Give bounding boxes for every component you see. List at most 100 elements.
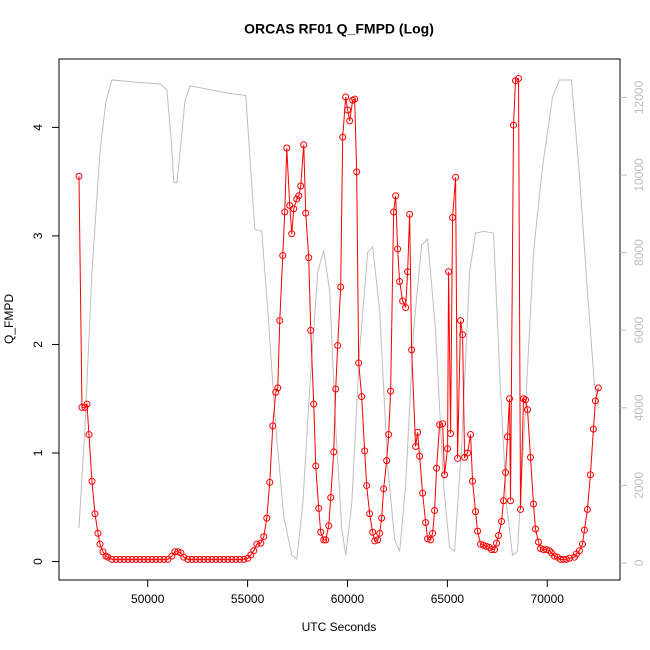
data-point <box>128 555 136 563</box>
data-point <box>429 529 437 537</box>
x-tick-label: 55000 <box>231 592 265 606</box>
data-point <box>116 555 124 563</box>
data-point <box>220 555 228 563</box>
data-point <box>184 555 192 563</box>
data-point <box>416 452 424 460</box>
data-point <box>288 230 296 238</box>
data-point <box>449 213 457 221</box>
data-point <box>295 192 303 200</box>
data-point <box>200 555 208 563</box>
data-point <box>276 317 284 325</box>
data-point <box>334 342 342 350</box>
data-point <box>502 469 510 477</box>
data-point <box>390 208 398 216</box>
data-point <box>327 494 335 502</box>
y2-tick-label: 0 <box>632 559 646 566</box>
x-tick-label: 60000 <box>331 592 365 606</box>
data-point <box>85 431 93 439</box>
data-point <box>474 527 482 535</box>
data-point <box>578 540 586 548</box>
data-point <box>281 208 289 216</box>
data-point <box>257 539 265 547</box>
data-point <box>412 442 420 450</box>
data-point <box>88 477 96 485</box>
data-point <box>445 268 453 276</box>
series-line <box>78 79 599 560</box>
data-point <box>208 555 216 563</box>
data-point <box>300 141 308 149</box>
data-point <box>250 547 258 555</box>
data-point <box>216 555 224 563</box>
data-point <box>355 359 363 367</box>
data-point <box>454 454 462 462</box>
data-point <box>91 510 99 518</box>
data-point <box>427 536 435 544</box>
data-point <box>387 387 395 395</box>
data-point <box>204 555 212 563</box>
data-point <box>480 541 488 549</box>
data-point <box>224 555 232 563</box>
data-point <box>337 283 345 291</box>
data-point <box>374 536 382 544</box>
data-point <box>433 464 441 472</box>
data-point <box>542 546 550 554</box>
data-point <box>315 504 323 512</box>
data-point <box>580 526 588 534</box>
data-point <box>353 168 361 176</box>
data-point <box>422 518 430 526</box>
data-point <box>312 462 320 470</box>
data-point <box>104 553 112 561</box>
data-point <box>236 555 244 563</box>
y-axis-label: Q_FMPD <box>2 294 16 344</box>
data-point <box>160 555 168 563</box>
y-tick-label: 1 <box>31 449 45 456</box>
data-point <box>493 539 501 547</box>
data-point <box>263 514 271 522</box>
data-point <box>269 422 277 430</box>
data-point <box>510 121 518 129</box>
data-point <box>75 172 83 180</box>
data-point <box>83 400 91 408</box>
data-point <box>414 428 422 436</box>
data-point <box>310 400 318 408</box>
data-point <box>305 254 313 262</box>
data-point <box>152 555 160 563</box>
data-point <box>232 555 240 563</box>
chart-title: ORCAS RF01 Q_FMPD (Log) <box>244 21 434 37</box>
data-point <box>447 429 455 437</box>
data-point <box>383 457 391 465</box>
data-point <box>148 555 156 563</box>
data-point <box>228 555 236 563</box>
data-point <box>369 528 377 536</box>
data-point <box>515 75 523 83</box>
y2-tick-label: 10000 <box>632 158 646 192</box>
data-point <box>272 388 280 396</box>
y2-tick-label: 2000 <box>632 472 646 499</box>
data-point <box>404 268 412 276</box>
data-point <box>156 555 164 563</box>
data-point <box>452 173 460 181</box>
data-point <box>523 406 531 414</box>
data-point <box>342 93 350 101</box>
y-tick-label: 3 <box>31 232 45 239</box>
data-point <box>500 497 508 505</box>
data-point <box>586 471 594 479</box>
data-point <box>506 395 514 403</box>
y2-tick-label: 6000 <box>632 316 646 343</box>
data-point <box>94 529 102 537</box>
data-point <box>439 420 447 428</box>
data-point <box>526 453 534 461</box>
data-point <box>96 540 104 548</box>
data-point <box>467 431 475 439</box>
data-point <box>112 555 120 563</box>
data-point <box>174 548 182 556</box>
data-point <box>253 540 261 548</box>
data-point <box>144 555 152 563</box>
data-point <box>330 448 338 456</box>
series-line <box>78 77 599 560</box>
data-point <box>260 533 268 541</box>
data-point <box>483 542 491 550</box>
data-point <box>339 133 347 141</box>
